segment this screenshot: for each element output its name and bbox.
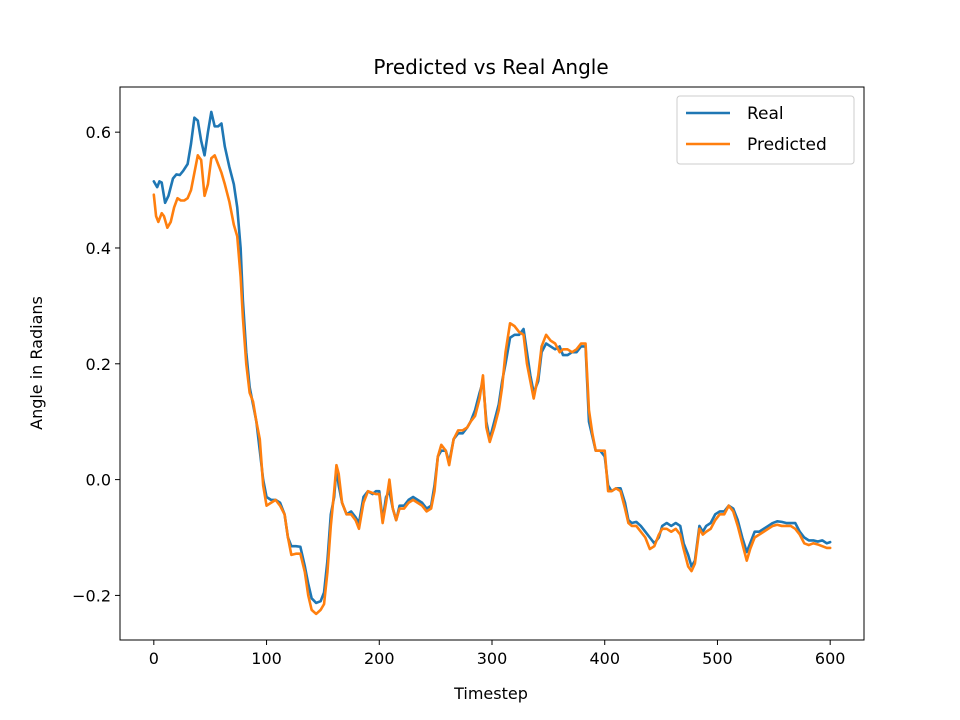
legend-label-predicted: Predicted (747, 135, 827, 155)
y-tick-label: 0.2 (86, 355, 111, 374)
y-tick-label: 0.4 (86, 239, 111, 258)
x-tick-label: 200 (364, 649, 395, 668)
x-tick-label: 400 (589, 649, 620, 668)
x-axis: 0 100 200 300 400 500 600 (149, 640, 846, 668)
y-tick-label: −0.2 (72, 586, 111, 605)
y-tick-label: 0.6 (86, 123, 111, 142)
legend-label-real: Real (747, 104, 784, 124)
y-tick-label: 0.0 (86, 471, 111, 490)
chart-title: Predicted vs Real Angle (373, 55, 608, 79)
y-axis: −0.2 0.0 0.2 0.4 0.6 (72, 123, 120, 605)
x-tick-label: 0 (149, 649, 159, 668)
series-line-predicted (152, 154, 832, 616)
x-tick-label: 500 (702, 649, 733, 668)
x-tick-label: 600 (815, 649, 846, 668)
legend: Real Predicted (676, 95, 855, 165)
x-tick-label: 100 (251, 649, 282, 668)
x-axis-label: Timestep (453, 684, 528, 703)
y-axis-label: Angle in Radians (27, 296, 46, 430)
x-tick-label: 300 (477, 649, 508, 668)
series-layer (152, 110, 832, 616)
